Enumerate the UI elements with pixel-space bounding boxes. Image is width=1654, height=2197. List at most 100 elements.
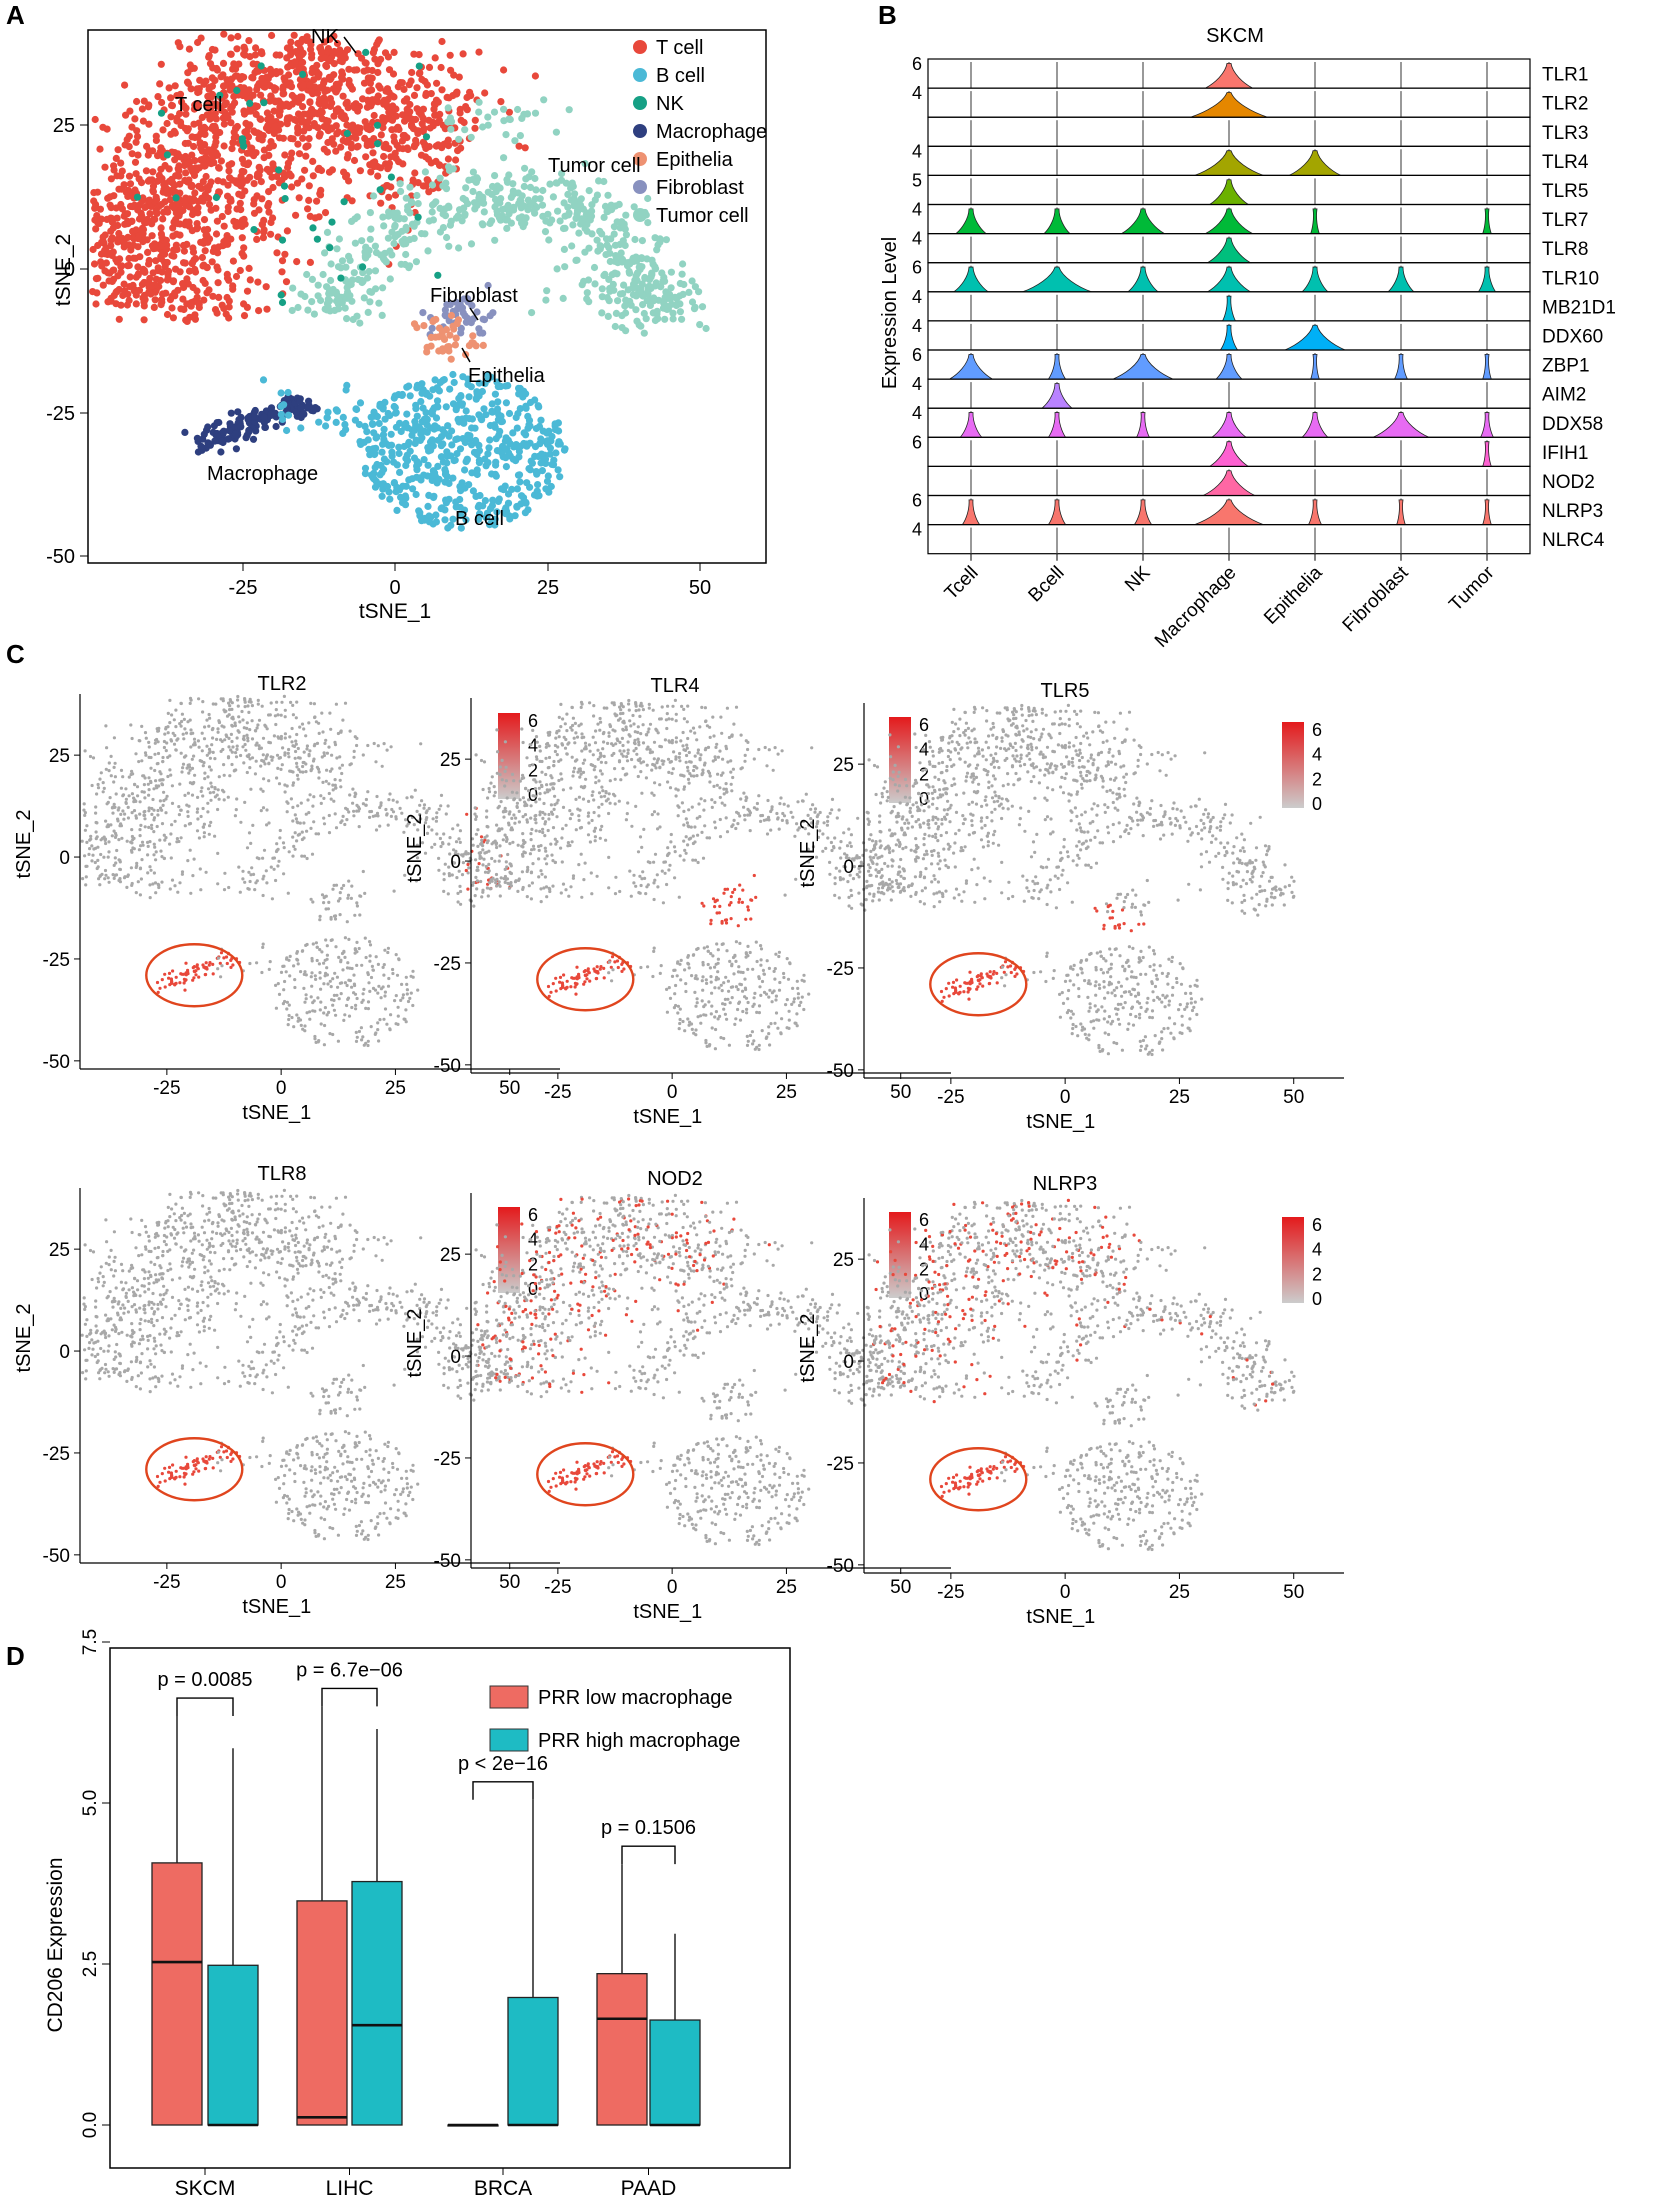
violin-shape bbox=[948, 353, 994, 380]
scatter-point bbox=[414, 200, 422, 208]
scatter-point bbox=[662, 236, 671, 244]
feature-point bbox=[245, 733, 249, 737]
scatter-point bbox=[332, 288, 340, 296]
scatter-point bbox=[180, 247, 188, 255]
scatter-point bbox=[374, 92, 382, 100]
feature-point bbox=[149, 780, 153, 785]
feature-plot-xtick-label: -25 bbox=[153, 1078, 180, 1099]
scatter-point bbox=[390, 239, 398, 248]
scatter-point bbox=[380, 222, 388, 230]
scatter-point bbox=[393, 483, 401, 491]
scatter-point bbox=[542, 296, 550, 304]
violin-shape bbox=[1479, 412, 1495, 438]
scatter-point bbox=[524, 196, 533, 204]
scatter-point bbox=[217, 73, 225, 81]
scatter-point bbox=[545, 236, 553, 244]
feature-point bbox=[374, 760, 378, 764]
scatter-point bbox=[429, 216, 437, 224]
scatter-point bbox=[374, 38, 382, 46]
scatter-point bbox=[293, 258, 301, 266]
feature-point bbox=[648, 722, 653, 726]
feature-point bbox=[334, 826, 339, 830]
scatter-point bbox=[398, 391, 406, 399]
feature-point bbox=[409, 991, 413, 995]
feature-point bbox=[212, 790, 216, 794]
feature-point bbox=[422, 803, 427, 807]
feature-plot-ytick-label: 0 bbox=[59, 848, 70, 869]
scatter-point bbox=[249, 74, 257, 82]
scatter-point bbox=[461, 466, 469, 474]
feature-point bbox=[199, 888, 203, 892]
feature-point bbox=[201, 700, 205, 704]
feature-point bbox=[154, 891, 158, 895]
feature-point bbox=[147, 776, 151, 780]
scatter-point bbox=[505, 409, 514, 418]
scatter-point bbox=[402, 226, 410, 234]
feature-point bbox=[260, 970, 264, 975]
feature-point bbox=[435, 832, 439, 836]
feature-point bbox=[112, 829, 116, 833]
feature-point bbox=[337, 955, 341, 960]
scatter-point bbox=[339, 413, 347, 421]
scatter-point bbox=[258, 195, 266, 203]
scatter-point bbox=[232, 445, 240, 453]
scatter-point bbox=[168, 304, 176, 312]
scatter-point bbox=[423, 428, 431, 436]
scatter-point bbox=[403, 115, 411, 123]
scatter-point bbox=[270, 84, 278, 92]
feature-point bbox=[385, 1022, 389, 1026]
scatter-point bbox=[204, 440, 212, 449]
scatter-point bbox=[219, 428, 228, 436]
feature-point bbox=[486, 894, 490, 898]
scatter-point bbox=[526, 422, 534, 430]
violin-shape bbox=[959, 412, 983, 438]
feature-point bbox=[322, 822, 327, 826]
scatter-point bbox=[227, 34, 235, 42]
feature-point bbox=[343, 936, 347, 940]
feature-point bbox=[372, 741, 376, 746]
scatter-point bbox=[412, 405, 420, 413]
feature-point bbox=[152, 808, 156, 812]
scatter-point bbox=[277, 389, 285, 397]
scatter-point bbox=[465, 393, 473, 401]
scatter-point bbox=[115, 185, 123, 193]
scatter-point bbox=[204, 423, 212, 431]
feature-point bbox=[177, 839, 181, 844]
feature-point bbox=[377, 1039, 381, 1043]
scatter-point bbox=[385, 193, 393, 201]
violin-row-tick: 4 bbox=[912, 200, 922, 220]
feature-point bbox=[233, 724, 237, 728]
scatter-point bbox=[179, 295, 187, 303]
feature-point bbox=[146, 853, 150, 857]
feature-point bbox=[293, 831, 297, 835]
annotation-epithelia: Epithelia bbox=[468, 365, 546, 387]
feature-point bbox=[227, 736, 231, 741]
scatter-point bbox=[343, 138, 351, 146]
scatter-point bbox=[543, 485, 551, 493]
scatter-point bbox=[374, 172, 382, 180]
scatter-point bbox=[507, 219, 515, 227]
scatter-point bbox=[313, 235, 321, 243]
scatter-point bbox=[203, 289, 211, 297]
panel-a-ytick-label: -25 bbox=[46, 403, 75, 425]
feature-point bbox=[200, 786, 204, 790]
panel-b-violins: TLR16TLR24TLR3TLR44TLR55TLR74TLR84TLR106… bbox=[912, 54, 1616, 555]
feature-point bbox=[102, 855, 106, 859]
scatter-point bbox=[591, 196, 599, 204]
feature-point bbox=[293, 985, 297, 990]
scatter-point bbox=[195, 300, 203, 308]
scatter-point bbox=[117, 159, 125, 167]
feature-point bbox=[147, 793, 151, 797]
feature-point bbox=[200, 731, 204, 735]
feature-point bbox=[217, 797, 221, 801]
feature-point bbox=[314, 977, 318, 982]
feature-point bbox=[351, 787, 355, 791]
scatter-point bbox=[397, 187, 405, 195]
feature-point bbox=[170, 713, 174, 717]
feature-point bbox=[373, 988, 378, 992]
feature-point bbox=[284, 970, 288, 974]
violin-gene-label: TLR5 bbox=[1542, 181, 1588, 202]
scatter-point bbox=[435, 347, 443, 355]
violin-shape bbox=[1208, 179, 1250, 205]
violin-shape bbox=[1482, 499, 1492, 525]
